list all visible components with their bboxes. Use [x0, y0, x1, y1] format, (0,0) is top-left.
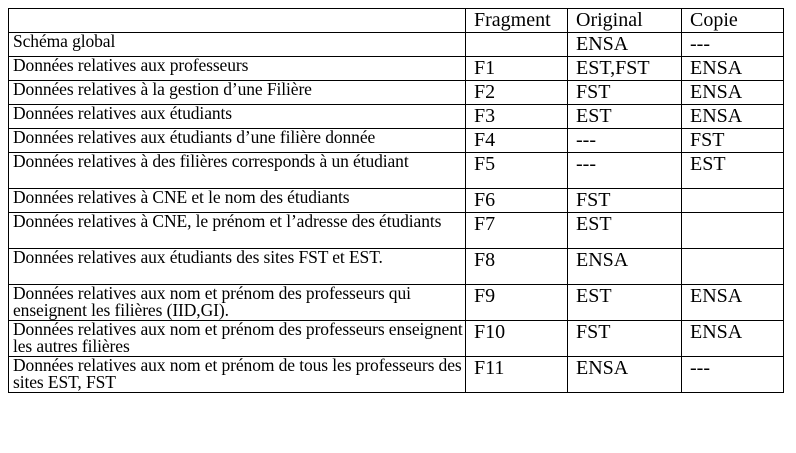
header-description: [8, 8, 466, 33]
row-copie: ENSA: [681, 104, 784, 129]
row-description: Données relatives à des filières corresp…: [8, 152, 466, 189]
row-description: Données relatives à CNE et le nom des ét…: [8, 188, 466, 213]
row-fragment: F4: [465, 128, 568, 153]
row-description: Schéma global: [8, 32, 466, 57]
row-description: Données relatives aux professeurs: [8, 56, 466, 81]
row-description: Données relatives aux étudiants d’une fi…: [8, 128, 466, 153]
fragment-table: Fragment Original Copie Schéma global EN…: [8, 8, 784, 393]
row-fragment: F8: [465, 248, 568, 285]
row-copie: ENSA: [681, 80, 784, 105]
row-fragment: F2: [465, 80, 568, 105]
row-description: Données relatives aux étudiants des site…: [8, 248, 466, 285]
row-copie: [681, 248, 784, 285]
row-original: ---: [567, 128, 682, 153]
row-fragment: [465, 32, 568, 57]
row-copie: [681, 188, 784, 213]
table-row: Données relatives aux étudiants d’une fi…: [8, 128, 784, 153]
table-row: Données relatives aux nom et prénom des …: [8, 284, 784, 321]
row-original: ---: [567, 152, 682, 189]
row-description: Données relatives aux nom et prénom des …: [8, 284, 466, 321]
row-original: ENSA: [567, 356, 682, 393]
row-original: EST: [567, 212, 682, 249]
table-row: Données relatives à des filières corresp…: [8, 152, 784, 189]
row-fragment: F9: [465, 284, 568, 321]
row-copie: ---: [681, 356, 784, 393]
row-original: FST: [567, 80, 682, 105]
row-copie: FST: [681, 128, 784, 153]
header-copie: Copie: [681, 8, 784, 33]
row-fragment: F5: [465, 152, 568, 189]
table-row: Données relatives à CNE, le prénom et l’…: [8, 212, 784, 249]
row-description: Données relatives aux nom et prénom des …: [8, 320, 466, 357]
table-row: Données relatives aux nom et prénom des …: [8, 320, 784, 357]
row-description: Données relatives à la gestion d’une Fil…: [8, 80, 466, 105]
row-original: ENSA: [567, 248, 682, 285]
row-description: Données relatives aux étudiants: [8, 104, 466, 129]
row-copie: ENSA: [681, 284, 784, 321]
row-original: EST,FST: [567, 56, 682, 81]
row-description: Données relatives à CNE, le prénom et l’…: [8, 212, 466, 249]
table-row: Données relatives aux nom et prénom de t…: [8, 356, 784, 393]
table-row: Données relatives aux étudiants F3 EST E…: [8, 104, 784, 129]
row-original: FST: [567, 320, 682, 357]
row-fragment: F6: [465, 188, 568, 213]
row-fragment: F11: [465, 356, 568, 393]
row-fragment: F3: [465, 104, 568, 129]
table-row: Données relatives à CNE et le nom des ét…: [8, 188, 784, 213]
table-row: Données relatives aux professeurs F1 EST…: [8, 56, 784, 81]
row-original: EST: [567, 284, 682, 321]
table-row: Données relatives à la gestion d’une Fil…: [8, 80, 784, 105]
row-original: FST: [567, 188, 682, 213]
header-fragment: Fragment: [465, 8, 568, 33]
table-row: Schéma global ENSA ---: [8, 32, 784, 57]
row-copie: EST: [681, 152, 784, 189]
row-fragment: F1: [465, 56, 568, 81]
row-fragment: F7: [465, 212, 568, 249]
row-copie: [681, 212, 784, 249]
table-row: Données relatives aux étudiants des site…: [8, 248, 784, 285]
row-fragment: F10: [465, 320, 568, 357]
row-copie: ENSA: [681, 320, 784, 357]
row-copie: ENSA: [681, 56, 784, 81]
row-original: EST: [567, 104, 682, 129]
row-original: ENSA: [567, 32, 682, 57]
table-header-row: Fragment Original Copie: [8, 8, 784, 33]
row-copie: ---: [681, 32, 784, 57]
header-original: Original: [567, 8, 682, 33]
row-description: Données relatives aux nom et prénom de t…: [8, 356, 466, 393]
